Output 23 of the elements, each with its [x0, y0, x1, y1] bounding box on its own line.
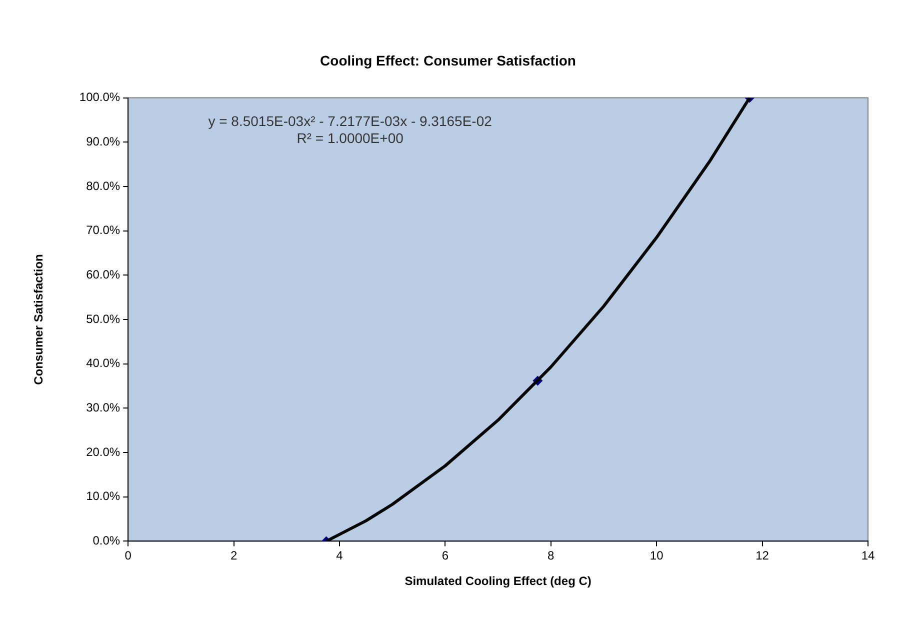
y-tick-label: 10.0%: [86, 489, 120, 504]
x-tick-label: 2: [230, 548, 238, 563]
x-tick-label: 8: [548, 548, 555, 563]
y-tick-label: 30.0%: [86, 400, 120, 414]
chart-title: Cooling Effect: Consumer Satisfaction: [320, 52, 576, 68]
y-tick-label: 90.0%: [86, 134, 120, 148]
y-tick-label: 40.0%: [86, 356, 120, 370]
y-tick-label: 0.0%: [92, 534, 120, 548]
y-tick-label: 100.0%: [79, 90, 120, 104]
x-tick-label: 4: [336, 548, 344, 563]
y-tick-label: 50.0%: [86, 312, 120, 326]
x-tick-label: 6: [442, 548, 449, 563]
x-tick-label: 14: [861, 548, 875, 563]
x-tick-label: 10: [650, 548, 664, 563]
y-tick-label: 20.0%: [86, 444, 120, 459]
y-tick-label: 80.0%: [86, 178, 120, 193]
y-axis-title: Consumer Satisfaction: [32, 254, 46, 385]
x-tick-label: 0: [124, 548, 132, 563]
y-tick-label: 70.0%: [86, 223, 120, 238]
x-axis-title: Simulated Cooling Effect (deg C): [404, 574, 592, 588]
x-tick-label: 12: [756, 548, 770, 563]
y-tick-label: 60.0%: [86, 267, 120, 282]
annotation: y = 8.5015E-03x² - 7.2177E-03x - 9.3165E-02 R² = 1.0000E+00: [208, 112, 492, 146]
